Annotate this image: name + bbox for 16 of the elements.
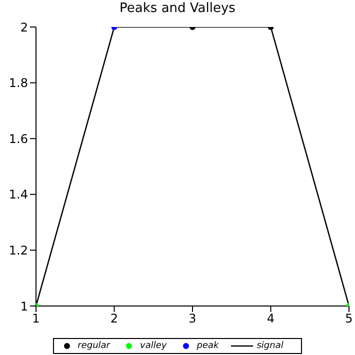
y-tick-label: 2: [20, 20, 28, 34]
legend-label: signal: [256, 341, 284, 351]
x-tick-label: 4: [266, 312, 275, 326]
x-tick-label: 1: [32, 312, 40, 326]
chart-title: Peaks and Valleys: [118, 0, 236, 18]
y-tick-label: 1.6: [8, 132, 28, 146]
x-tick-label: 2: [110, 312, 118, 326]
y-tick-label: 1.8: [8, 76, 28, 90]
y-tick-label: 1.4: [8, 188, 28, 202]
y-tick-label: 1: [20, 299, 28, 314]
legend-label: valley: [140, 341, 167, 351]
x-tick-label: 3: [188, 312, 196, 326]
y-tick-label: 1.2: [8, 243, 28, 258]
legend-label: regular: [78, 341, 110, 351]
x-tick-label: 5: [345, 312, 353, 326]
legend-label: peak: [196, 341, 219, 351]
